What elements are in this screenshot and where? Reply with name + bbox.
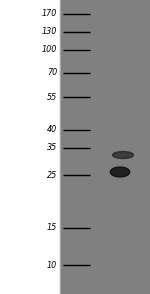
- Text: 55: 55: [47, 93, 57, 101]
- Text: 40: 40: [47, 126, 57, 134]
- Text: 130: 130: [42, 28, 57, 36]
- Bar: [0, 0, 60, 294]
- Text: 70: 70: [47, 69, 57, 78]
- Bar: [60, 0, 150, 294]
- Ellipse shape: [112, 151, 134, 158]
- Text: 170: 170: [42, 9, 57, 19]
- Text: 25: 25: [47, 171, 57, 180]
- Ellipse shape: [110, 167, 130, 177]
- Text: 15: 15: [47, 223, 57, 233]
- Text: 10: 10: [47, 260, 57, 270]
- Text: 100: 100: [42, 46, 57, 54]
- Text: 35: 35: [47, 143, 57, 153]
